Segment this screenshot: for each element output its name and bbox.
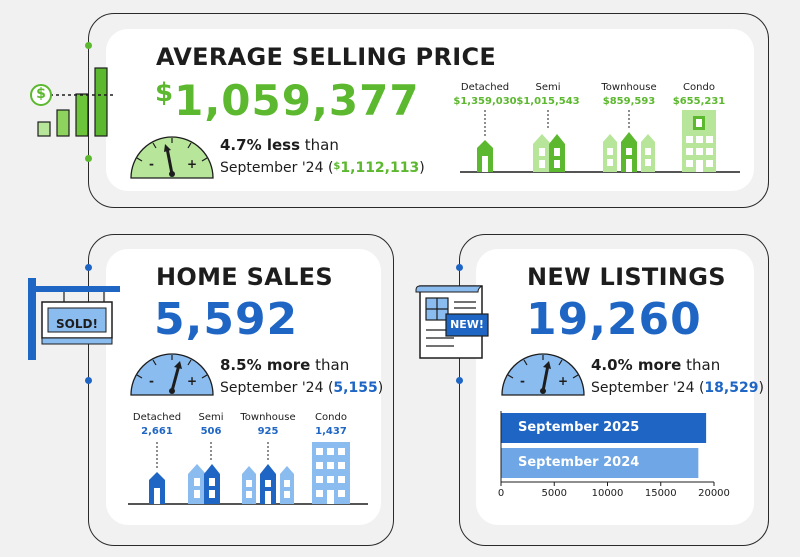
chart-tick-label: 20000 (698, 488, 730, 499)
avg-type-label: Townhouse (601, 82, 657, 93)
sales-type-label: Semi (198, 412, 224, 423)
new-listings-title: NEW LISTINGS (527, 263, 726, 291)
sold-sign-icon (28, 278, 120, 360)
avg-type-label: Semi (535, 82, 561, 93)
panel-dot (85, 264, 92, 271)
panel-dot (85, 42, 92, 49)
new-listings-prev: September '24 (18,529) (591, 380, 764, 396)
home-sales-change-rest: than (310, 356, 350, 374)
panel-dot (456, 264, 463, 271)
gauge-minus: - (149, 157, 154, 171)
green-houses-illustration (460, 110, 740, 173)
chart-tick-label: 15000 (644, 488, 677, 499)
new-listings-change: 4.0% more than (591, 356, 720, 374)
new-badge-text: NEW! (450, 318, 484, 331)
new-listings-change-strong: 4.0% more (591, 356, 682, 374)
gauge-up-icon (130, 353, 214, 396)
avg-type-value: $1,015,543 (516, 96, 580, 107)
prev-label: September '24 ( (591, 380, 705, 396)
avg-price-title: AVERAGE SELLING PRICE (156, 43, 497, 71)
dollar-symbol: $ (36, 86, 46, 102)
avg-type-label: Detached (460, 82, 510, 93)
gauge-minus: - (520, 374, 525, 388)
avg-price-prev-value: 1,112,113 (340, 160, 420, 176)
avg-price-prev: September '24 ($1,112,113) (220, 160, 425, 176)
gauge-plus: + (187, 374, 198, 388)
gauge-plus: + (558, 374, 569, 388)
panel-dot (85, 155, 92, 162)
chart-bar-label: September 2024 (518, 455, 640, 470)
new-listings-prev-value: 18,529 (704, 380, 759, 396)
home-sales-prev: September '24 (5,155) (220, 380, 383, 396)
sold-sign-text: SOLD! (56, 317, 98, 331)
blue-houses-illustration (128, 442, 368, 505)
prev-label: September '24 ( (220, 160, 334, 176)
sales-type-value: 2,661 (141, 426, 173, 437)
avg-type-label: Condo (683, 82, 715, 93)
prev-close: ) (419, 160, 425, 176)
avg-price-change: 4.7% less than (220, 136, 339, 154)
avg-type-value: $1,359,030 (453, 96, 517, 107)
prev-currency: $ (333, 161, 341, 172)
chart-tick-label: 10000 (591, 488, 624, 499)
sales-type-label: Townhouse (240, 412, 296, 423)
chart-bar (501, 448, 699, 478)
avg-price-number: 1,059,377 (174, 76, 420, 125)
bar-growth-icon (30, 67, 116, 137)
sales-type-value: 925 (257, 426, 279, 437)
sales-type-value: 506 (200, 426, 222, 437)
new-listing-document-icon (415, 285, 489, 359)
new-listings-change-rest: than (681, 356, 721, 374)
home-sales-title: HOME SALES (156, 263, 333, 291)
prev-close: ) (377, 380, 384, 396)
chart-tick-label: 5000 (541, 488, 567, 499)
sales-type-value: 1,437 (315, 426, 347, 437)
new-listings-value: 19,260 (526, 294, 702, 345)
home-sales-change-strong: 8.5% more (220, 356, 311, 374)
sales-type-label: Condo (315, 412, 347, 423)
prev-label: September '24 ( (220, 380, 334, 396)
gauge-minus: - (149, 374, 154, 388)
gauge-plus: + (187, 157, 198, 171)
gauge-down-icon (130, 136, 214, 179)
avg-price-change-strong: 4.7% less (220, 136, 300, 154)
chart-bar (501, 413, 707, 443)
avg-type-value: $655,231 (672, 96, 726, 107)
avg-price-value: $1,059,377 (155, 76, 420, 125)
avg-price-currency: $ (155, 78, 175, 108)
gauge-up-icon (501, 353, 585, 396)
chart-tick-label: 0 (497, 488, 505, 499)
avg-type-value: $859,593 (602, 96, 656, 107)
sales-type-label: Detached (132, 412, 182, 423)
panel-dot (456, 377, 463, 384)
prev-close: ) (758, 380, 764, 396)
home-sales-change: 8.5% more than (220, 356, 349, 374)
avg-price-change-rest: than (300, 136, 339, 154)
panel-dot (85, 377, 92, 384)
chart-bar-label: September 2025 (518, 420, 640, 435)
home-sales-value: 5,592 (154, 294, 299, 345)
home-sales-prev-value: 5,155 (333, 380, 378, 396)
